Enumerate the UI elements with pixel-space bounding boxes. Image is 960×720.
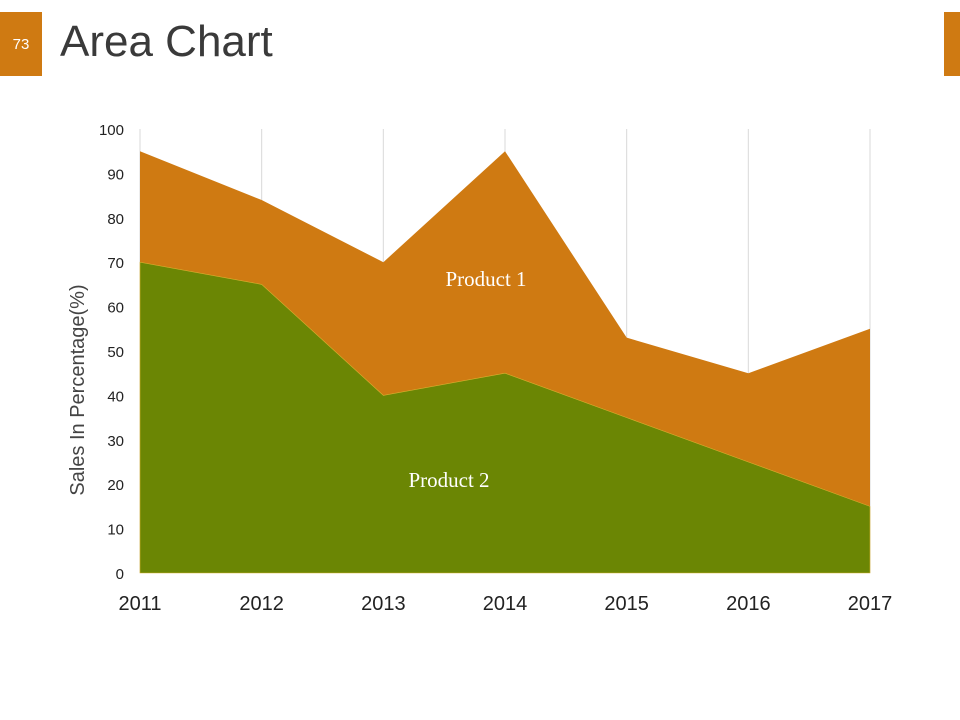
x-tick-label: 2011 <box>118 593 161 615</box>
y-tick-label: 70 <box>107 255 124 272</box>
data-label-product-2: Product 2 <box>408 468 489 492</box>
area-product-2 <box>139 261 871 574</box>
y-tick-label: 40 <box>107 388 124 405</box>
y-axis-title: Sales In Percentage(%) <box>67 284 89 495</box>
slide-number-badge: 73 <box>0 12 42 76</box>
corner-accent <box>944 12 960 76</box>
x-tick-label: 2012 <box>239 593 284 615</box>
y-tick-label: 50 <box>107 344 124 361</box>
x-tick-label: 2015 <box>604 593 649 615</box>
y-tick-label: 60 <box>107 300 124 317</box>
x-tick-label: 2016 <box>726 593 771 615</box>
y-tick-label: 0 <box>116 566 124 583</box>
y-tick-label: 90 <box>107 166 124 183</box>
y-tick-label: 20 <box>107 477 124 494</box>
x-tick-label: 2017 <box>848 593 893 615</box>
y-tick-label: 10 <box>107 522 124 539</box>
x-tick-label: 2013 <box>361 593 406 615</box>
y-tick-label: 30 <box>107 433 124 450</box>
data-label-product-1: Product 1 <box>445 267 526 291</box>
page-title: Area Chart <box>60 17 273 66</box>
y-tick-label: 100 <box>99 122 124 139</box>
slide-number: 73 <box>12 35 30 53</box>
x-tick-label: 2014 <box>483 593 528 615</box>
y-tick-label: 80 <box>107 211 124 228</box>
